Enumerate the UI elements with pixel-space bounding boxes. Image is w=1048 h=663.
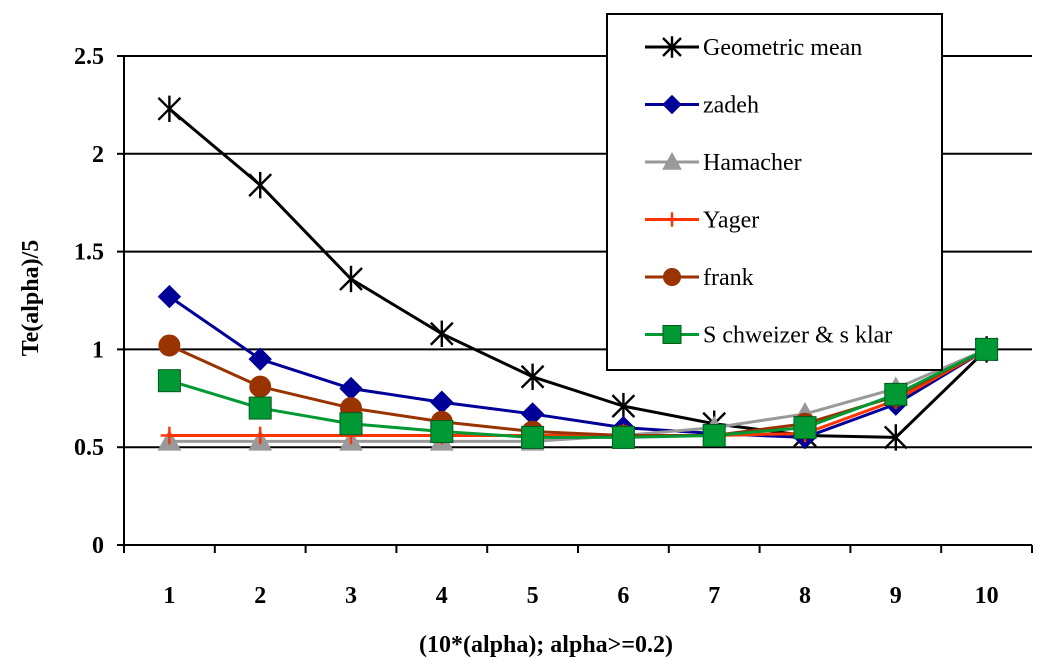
y-tick-label: 0.5: [74, 435, 104, 461]
series-group: [157, 95, 999, 451]
diamond-marker: [662, 94, 682, 115]
asterisk-marker: [429, 320, 454, 347]
axes: [117, 55, 1033, 553]
diamond-marker: [248, 347, 272, 371]
square-marker: [430, 420, 454, 444]
square-marker: [339, 412, 363, 436]
asterisk-marker: [157, 95, 182, 123]
diamond-marker: [157, 284, 182, 309]
asterisk-marker: [611, 392, 636, 420]
y-tick-label: 1: [92, 337, 104, 363]
legend-box: [606, 13, 943, 371]
asterisk-marker: [662, 36, 682, 58]
square-marker: [975, 337, 999, 361]
legend-label: Yager: [703, 208, 759, 234]
x-tick-label: 8: [799, 583, 811, 609]
series-line: [168, 107, 988, 439]
asterisk-marker: [883, 424, 908, 451]
plus-marker: [160, 426, 179, 445]
legend-label: Hamacher: [703, 150, 802, 176]
asterisk-marker: [339, 265, 363, 293]
square-marker: [662, 325, 682, 344]
plus-marker: [664, 212, 680, 227]
y-axis-title: Te(alpha)/5: [18, 240, 44, 356]
plus-marker: [251, 426, 269, 445]
asterisk-marker: [520, 363, 545, 390]
y-tick-label: 0: [92, 533, 104, 559]
triangle-marker: [662, 151, 682, 170]
square-marker: [248, 396, 272, 420]
square-marker: [521, 425, 545, 449]
square-marker: [157, 369, 181, 393]
legend-label: Geometric mean: [703, 35, 862, 61]
square-marker: [884, 382, 908, 406]
legend-label: S chweizer & s klar: [703, 323, 892, 349]
x-tick-label: 6: [617, 583, 629, 609]
series-line: [168, 295, 988, 439]
asterisk-marker: [248, 171, 273, 199]
x-tick-label: 4: [436, 583, 448, 609]
circle-marker: [158, 334, 181, 357]
x-tick-label: 2: [254, 583, 266, 609]
diamond-marker: [430, 390, 454, 414]
x-axis-title: (10*(alpha); alpha>=0.2): [419, 632, 673, 658]
diamond-marker: [339, 376, 363, 401]
square-marker: [793, 416, 817, 440]
y-tick-label: 1.5: [74, 240, 104, 266]
x-tick-label: 1: [163, 583, 175, 609]
x-tick-label: 10: [975, 583, 999, 609]
circle-marker: [662, 267, 682, 287]
legend: Geometric mean zadeh Hamacher Yager frank S c…: [606, 13, 943, 371]
series-5: [157, 337, 999, 449]
x-tick-label: 9: [890, 583, 902, 609]
tick-labels: 0 0.5 1 1.5 2 2.5 1 2 3 4 5 6 7 8 9 10: [74, 44, 999, 609]
x-tick-label: 5: [527, 583, 539, 609]
series-line: [169, 348, 988, 437]
x-tick-label: 7: [708, 583, 720, 609]
x-tick-label: 3: [345, 583, 357, 609]
series-line: [168, 348, 988, 439]
y-tick-label: 2: [92, 142, 104, 168]
circle-marker: [249, 375, 272, 398]
square-marker: [611, 425, 635, 449]
square-marker: [702, 423, 726, 447]
y-tick-label: 2.5: [74, 44, 104, 70]
legend-label: frank: [703, 265, 754, 291]
legend-label: zadeh: [703, 93, 759, 119]
